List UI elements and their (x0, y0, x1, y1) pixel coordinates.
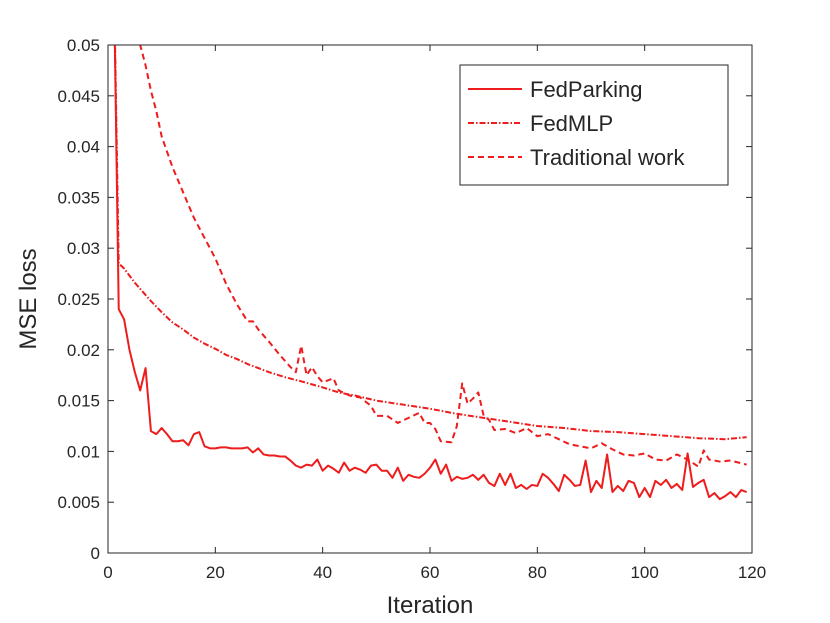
axes-frame (107, 44, 753, 554)
series-lines (113, 45, 747, 501)
y-tick-label: 0.04 (67, 138, 100, 157)
y-axis-label: MSE loss (15, 248, 42, 349)
legend-label: FedMLP (530, 111, 613, 136)
ticks: 0 0.005 0.01 0.015 0.02 0.025 0.03 0.035 0.04 0.0… (57, 36, 766, 582)
y-tick-label: 0.02 (67, 341, 100, 360)
x-axis-label: Iteration (387, 592, 474, 619)
series-line (139, 45, 747, 468)
legend: FedParking FedMLP Traditional work (459, 64, 729, 186)
x-tick-label: 40 (313, 563, 332, 582)
x-tick-label: 20 (206, 563, 225, 582)
y-tick-label: 0 (91, 544, 100, 563)
series-line (113, 45, 747, 501)
series-line (114, 45, 747, 441)
y-tick-label: 0.03 (67, 239, 100, 258)
y-tick-label: 0.005 (57, 493, 100, 512)
y-tick-label: 0.035 (57, 188, 100, 207)
x-tick-label: 120 (738, 563, 766, 582)
x-tick-label: 60 (421, 563, 440, 582)
legend-label: FedParking (530, 77, 643, 102)
y-tick-label: 0.025 (57, 290, 100, 309)
x-tick-label: 0 (103, 563, 112, 582)
legend-label: Traditional work (530, 145, 685, 170)
y-tick-label: 0.05 (67, 36, 100, 55)
x-tick-label: 100 (630, 563, 658, 582)
y-tick-label: 0.01 (67, 442, 100, 461)
y-tick-label: 0.045 (57, 87, 100, 106)
legend-box (459, 64, 729, 186)
y-tick-label: 0.015 (57, 392, 100, 411)
x-tick-label: 80 (528, 563, 547, 582)
